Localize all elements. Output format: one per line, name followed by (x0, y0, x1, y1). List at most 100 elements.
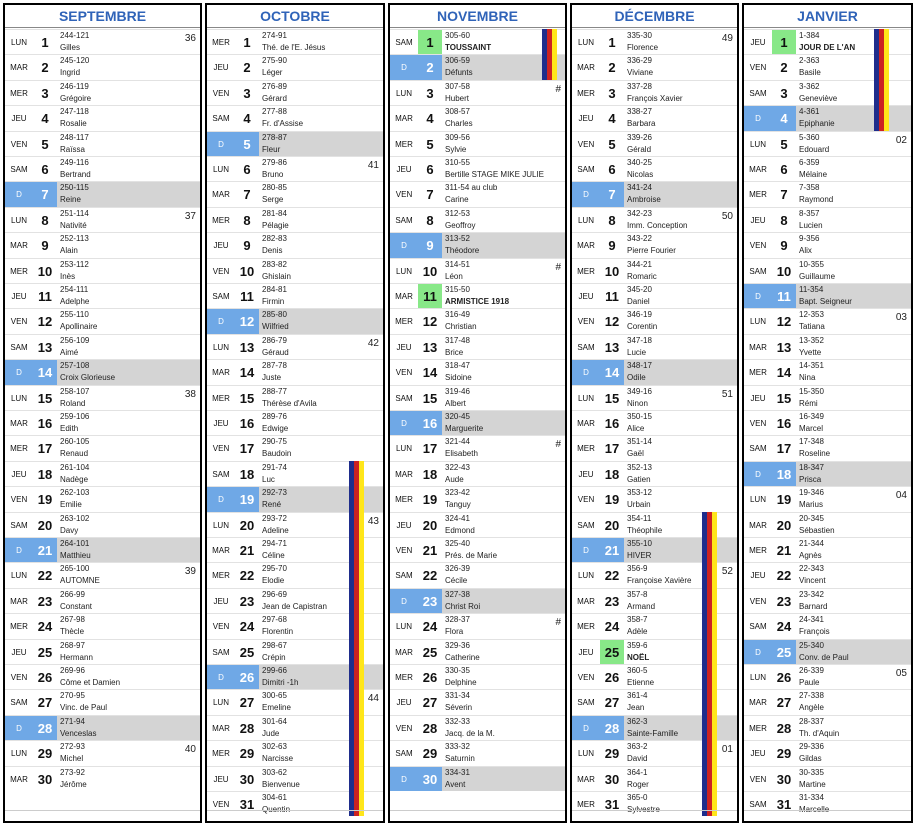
day-code: 344-21 (627, 259, 652, 269)
day-number: 19 (776, 492, 792, 508)
day-of-week: JEU (213, 596, 229, 606)
day-code: 351-14 (627, 437, 652, 447)
day-row: VEN 3 276-89 Gérard (207, 79, 383, 105)
day-of-week: JEU (213, 241, 229, 251)
saint-name: Viviane (627, 68, 654, 78)
day-row: JEU 23 296-69 Jean de Capistran (207, 587, 383, 613)
day-code: 248-117 (60, 132, 89, 142)
day-number: 6 (41, 162, 49, 177)
saint-name: Matthieu (60, 551, 91, 560)
day-row: MER 29 302-63 Narcisse (207, 740, 383, 765)
day-number: 6 (608, 162, 616, 177)
day-code: 300-65 (262, 691, 287, 701)
week-number: 41 (367, 160, 379, 171)
day-code: 290-75 (262, 437, 287, 447)
day-number: 15 (422, 390, 438, 406)
day-code: 333-32 (445, 742, 470, 752)
day-number: 12 (37, 314, 53, 330)
day-number: 9 (243, 238, 251, 254)
saint-name: Michel (60, 754, 84, 764)
day-code: 335-30 (627, 31, 652, 40)
day-row: JEU 18 352-13 Gatien (572, 460, 737, 486)
day-number: 21 (776, 543, 792, 558)
week-number: 52 (721, 566, 733, 578)
day-number: 13 (422, 339, 438, 355)
day-number: 22 (604, 568, 620, 584)
day-row: SAM 25 298-67 Crépin (207, 638, 383, 664)
day-of-week: MAR (577, 596, 595, 606)
day-number: 5 (780, 136, 788, 152)
day-row: JEU 11 345-20 Daniel (572, 283, 737, 308)
day-of-week: D (572, 715, 600, 741)
day-of-week: LUN (749, 317, 766, 327)
day-code: 272-93 (60, 742, 85, 752)
saint-name: Adelphe (60, 297, 90, 306)
saint-name: Rémi (799, 398, 818, 408)
day-row: JEU 27 331-34 Séverin (390, 689, 565, 714)
day-code: 28-337 (799, 716, 824, 726)
day-number: 2 (780, 60, 788, 76)
saint-name: Sylvestre (627, 805, 660, 814)
day-of-week: JEU (11, 647, 27, 657)
day-code: 361-4 (627, 691, 648, 701)
saint-name: Alix (799, 246, 812, 256)
day-row: LUN 8 342-23 Imm. Conception 50 (572, 206, 737, 232)
day-of-week: MAR (395, 292, 413, 301)
day-row: LUN 22 265-100 AUTOMNE 39 (5, 562, 200, 587)
saint-name: Armand (627, 601, 656, 611)
day-code: 273-92 (60, 767, 85, 777)
week-number: 01 (721, 744, 733, 756)
day-code: 338-27 (627, 107, 652, 117)
saint-name: Brice (445, 347, 464, 357)
saint-name: Geoffroy (445, 220, 476, 230)
day-code: 6-359 (799, 158, 820, 167)
saint-name: Raïssa (60, 144, 85, 154)
day-of-week: D (390, 588, 418, 614)
day-of-week: MER (10, 88, 28, 98)
day-number: 10 (604, 263, 620, 279)
day-of-week: MER (749, 368, 767, 378)
saint-name: Nadège (60, 474, 89, 484)
day-row: MAR 27 27-338 Angèle (744, 689, 911, 714)
week-number: 39 (184, 566, 196, 578)
day-code: 298-67 (262, 640, 287, 650)
saint-name: Marius (799, 500, 824, 510)
day-of-week: JEU (578, 647, 594, 657)
day-of-week: D (572, 360, 600, 385)
day-of-week: MAR (10, 419, 28, 428)
day-number: 8 (243, 212, 251, 228)
day-of-week: SAM (10, 698, 28, 708)
day-number: 17 (776, 441, 792, 457)
saint-name: Conv. de Paul (799, 652, 849, 662)
day-row: MER 1 274-91 Thé. de l'E. Jésus (207, 29, 383, 54)
day-of-week: MER (577, 622, 595, 632)
day-row: LUN 19 19-346 Marius 04 (744, 486, 911, 511)
day-row: JEU 4 338-27 Barbara (572, 105, 737, 130)
day-of-week: SAM (749, 622, 767, 632)
day-row: JEU 18 261-104 Nadège (5, 460, 200, 486)
day-code: 278-87 (262, 132, 287, 142)
day-of-week: D (744, 284, 772, 309)
saint-name: Raymond (799, 195, 834, 205)
day-row: MAR 11 315-50 ARMISTICE 1918 (390, 283, 565, 309)
day-row: MAR 23 266-99 Constant (5, 587, 200, 613)
day-row: MER 21 21-344 Agnès (744, 537, 911, 562)
saint-name: Hermann (60, 652, 93, 662)
day-row: LUN 29 272-93 Michel 40 (5, 740, 200, 765)
saint-name: Jean (627, 703, 645, 713)
day-of-week: VEN (577, 139, 595, 149)
saint-name: Côme et Damien (60, 678, 121, 687)
day-of-week: SAM (395, 215, 413, 225)
day-number: 11 (240, 289, 254, 304)
day-of-week: SAM (577, 165, 595, 174)
saint-name: Etienne (627, 678, 655, 687)
day-code: 326-39 (445, 564, 470, 574)
day-row: MAR 16 259-106 Edith (5, 410, 200, 435)
day-number: 21 (33, 538, 57, 563)
day-row: JEU 8 8-357 Lucien (744, 206, 911, 232)
day-row: MAR 2 245-120 Ingrid (5, 54, 200, 79)
day-of-week: MAR (749, 342, 767, 352)
day-code: 339-26 (627, 132, 652, 142)
day-of-week: JEU (750, 215, 766, 225)
day-code: 287-78 (262, 361, 287, 371)
